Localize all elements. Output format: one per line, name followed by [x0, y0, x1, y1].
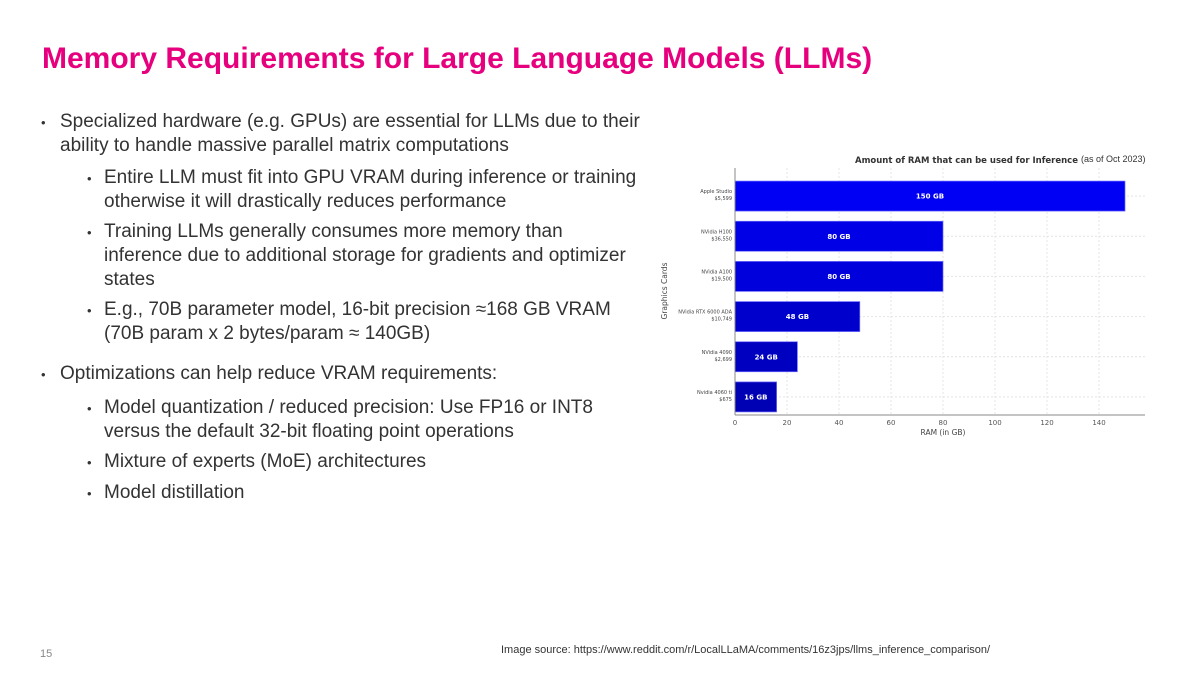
y-tick-label: NVidia H100	[701, 229, 732, 235]
x-tick-label: 80	[939, 419, 948, 427]
chart-title-note: (as of Oct 2023)	[1081, 154, 1146, 164]
bullet-item: • Training LLMs generally consumes more m…	[87, 220, 644, 292]
bullet-item: • Specialized hardware (e.g. GPUs) are es…	[41, 110, 640, 158]
x-tick-label: 140	[1092, 419, 1105, 427]
bar	[734, 341, 798, 373]
y-tick-price: $675	[719, 397, 732, 403]
bullet-item: • Mixture of experts (MoE) architectures	[87, 450, 644, 474]
bullet-text: Entire LLM must fit into GPU VRAM during…	[104, 167, 637, 212]
y-axis-label: Graphics Cards	[660, 262, 669, 319]
bullet-text: Model distillation	[104, 482, 245, 503]
bullet-item: • Entire LLM must fit into GPU VRAM durin…	[87, 166, 644, 214]
bullet-text: Training LLMs generally consumes more me…	[104, 221, 626, 290]
bar-data-label: 80 GB	[827, 233, 850, 241]
bar	[734, 381, 777, 413]
x-axis-label: RAM (in GB)	[921, 428, 966, 437]
bar-data-label: 150 GB	[916, 193, 944, 201]
bullet-dot: •	[87, 303, 92, 318]
image-source: Image source: https://www.reddit.com/r/L…	[501, 644, 991, 656]
y-tick-label: Apple Studio	[700, 189, 732, 195]
x-tick-label: 60	[887, 419, 896, 427]
bullet-item: • Optimizations can help reduce VRAM requ…	[41, 362, 640, 386]
bullet-dot: •	[41, 367, 46, 382]
y-tick-price: $10,749	[711, 317, 732, 323]
x-tick-label: 120	[1040, 419, 1053, 427]
bar-data-label: 48 GB	[786, 313, 809, 321]
bullet-dot: •	[87, 455, 92, 470]
x-tick-label: 100	[988, 419, 1001, 427]
bullet-dot: •	[87, 171, 92, 186]
bar	[734, 301, 861, 332]
page-number: 15	[40, 648, 53, 660]
bullet-item: • Model distillation	[87, 481, 644, 505]
x-tick-label: 40	[835, 419, 844, 427]
y-tick-label: NVidia 4090	[702, 350, 732, 356]
bullet-text: Mixture of experts (MoE) architectures	[104, 451, 427, 472]
bullet-item: • Model quantization / reduced precision:…	[87, 396, 644, 444]
bullet-dot: •	[87, 486, 92, 501]
slide-title: Memory Requirements for Large Language M…	[42, 42, 873, 75]
bullet-dot: •	[41, 115, 46, 130]
y-tick-price: $5,599	[715, 196, 733, 202]
y-tick-price: $19,500	[711, 276, 732, 282]
bullet-text: E.g., 70B parameter model, 16-bit precis…	[104, 299, 611, 344]
bullet-item: • E.g., 70B parameter model, 16-bit preci…	[87, 298, 644, 346]
x-tick-label: 0	[733, 419, 737, 427]
x-tick-label: 20	[783, 419, 792, 427]
bar-data-label: 16 GB	[744, 393, 767, 401]
y-tick-label: Nvidia 4060 ti	[697, 390, 732, 396]
bar-data-label: 80 GB	[827, 273, 850, 281]
y-tick-label: NVidia RTX 6000 ADA	[678, 310, 732, 316]
y-tick-price: $36,550	[711, 236, 732, 242]
bullet-dot: •	[87, 225, 92, 240]
bullet-dot: •	[87, 401, 92, 416]
bullet-text: Specialized hardware (e.g. GPUs) are ess…	[60, 111, 640, 156]
bar	[734, 261, 944, 292]
ram-bar-chart: 0 20 40 60 80 100 120 140 150 GB Apple Studio$5,5…	[660, 154, 1146, 437]
bullet-text: Model quantization / reduced precision: …	[104, 397, 593, 442]
chart-title: Amount of RAM that can be used for Infer…	[855, 156, 1078, 166]
y-tick-price: $2,699	[715, 357, 733, 363]
bar-data-label: 24 GB	[755, 353, 778, 361]
bullet-text: Optimizations can help reduce VRAM requi…	[60, 363, 498, 384]
y-tick-label: NVidia A100	[701, 269, 732, 275]
bar	[734, 180, 1126, 212]
